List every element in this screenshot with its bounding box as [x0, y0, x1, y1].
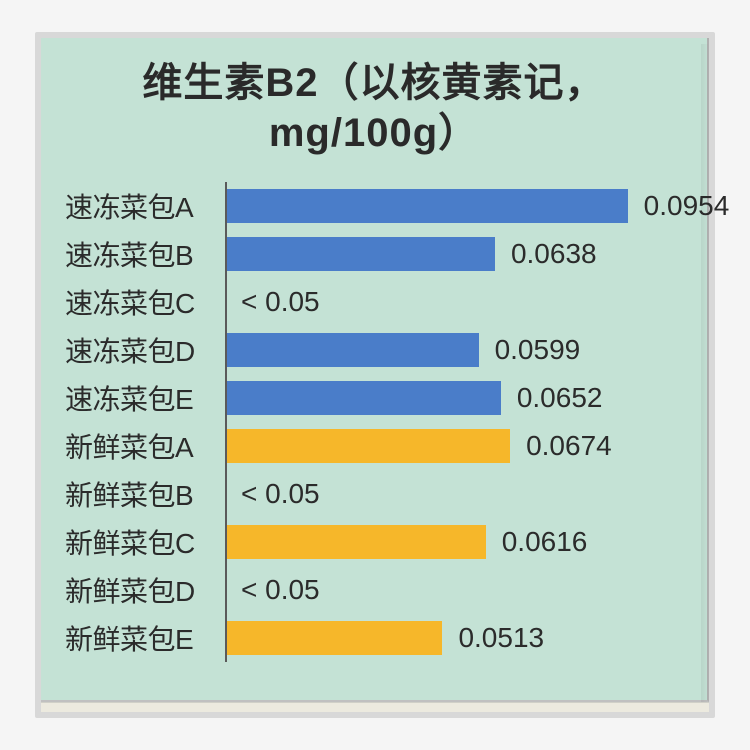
- category-label: 新鲜菜包C: [65, 522, 225, 562]
- bar-row: 速冻菜包B 0.0638: [65, 234, 683, 274]
- bar-zone: < 0.05: [225, 474, 683, 514]
- bar: [227, 189, 628, 223]
- category-label: 新鲜菜包E: [65, 618, 225, 658]
- chart-plot-area: 维生素B2（以核黄素记，mg/100g） 速冻菜包A0.0954 速冻菜包B 0.0…: [41, 38, 709, 702]
- y-axis-segment: [225, 566, 227, 614]
- value-label: 0.0674: [526, 430, 612, 462]
- bar: [227, 429, 510, 463]
- y-axis-segment: [225, 374, 227, 422]
- bar-row: 速冻菜包C < 0.05: [65, 282, 683, 322]
- bar-row: 新鲜菜包E 0.0513: [65, 618, 683, 658]
- bar-zone: 0.0599: [225, 330, 683, 370]
- value-label: < 0.05: [241, 574, 320, 606]
- category-label: 速冻菜包A: [65, 186, 225, 226]
- bar: [227, 381, 501, 415]
- y-axis-segment: [225, 230, 227, 278]
- y-axis-segment: [225, 518, 227, 566]
- bar-zone: 0.0954: [225, 186, 729, 226]
- bar: [227, 525, 486, 559]
- bar-rows-container: 速冻菜包A0.0954 速冻菜包B 0.0638 速冻菜包C < 0.05 速冻菜包D 0.…: [65, 186, 683, 658]
- bar: [227, 621, 442, 655]
- bar-zone: < 0.05: [225, 282, 683, 322]
- bar-zone: 0.0652: [225, 378, 683, 418]
- bar-zone: 0.0513: [225, 618, 683, 658]
- y-axis-segment: [225, 326, 227, 374]
- category-label: 新鲜菜包A: [65, 426, 225, 466]
- value-label: 0.0638: [511, 238, 597, 270]
- value-label: 0.0599: [495, 334, 581, 366]
- chart-frame: 维生素B2（以核黄素记，mg/100g） 速冻菜包A0.0954 速冻菜包B 0.0…: [35, 32, 715, 718]
- bar-row: 新鲜菜包C 0.0616: [65, 522, 683, 562]
- bar-zone: 0.0638: [225, 234, 683, 274]
- value-label: 0.0513: [458, 622, 544, 654]
- value-label: < 0.05: [241, 478, 320, 510]
- bar: [227, 237, 495, 271]
- y-axis-segment: [225, 278, 227, 326]
- value-label: 0.0616: [502, 526, 588, 558]
- category-label: 速冻菜包C: [65, 282, 225, 322]
- y-axis-segment: [225, 182, 227, 230]
- category-label: 速冻菜包B: [65, 234, 225, 274]
- chart-title: 维生素B2（以核黄素记，mg/100g）: [65, 58, 683, 158]
- bar-row: 新鲜菜包A 0.0674: [65, 426, 683, 466]
- category-label: 新鲜菜包D: [65, 570, 225, 610]
- y-axis-segment: [225, 422, 227, 470]
- bar: [227, 333, 479, 367]
- value-label: 0.0652: [517, 382, 603, 414]
- bar-row: 速冻菜包E 0.0652: [65, 378, 683, 418]
- bar-row: 速冻菜包D 0.0599: [65, 330, 683, 370]
- bar-zone: 0.0674: [225, 426, 683, 466]
- bar-row: 速冻菜包A0.0954: [65, 186, 683, 226]
- bar-row: 新鲜菜包B < 0.05: [65, 474, 683, 514]
- category-label: 速冻菜包E: [65, 378, 225, 418]
- category-label: 新鲜菜包B: [65, 474, 225, 514]
- bar-zone: 0.0616: [225, 522, 683, 562]
- bar-zone: < 0.05: [225, 570, 683, 610]
- y-axis-segment: [225, 614, 227, 662]
- value-label: < 0.05: [241, 286, 320, 318]
- category-label: 速冻菜包D: [65, 330, 225, 370]
- bar-row: 新鲜菜包D < 0.05: [65, 570, 683, 610]
- y-axis-segment: [225, 470, 227, 518]
- value-label: 0.0954: [644, 190, 730, 222]
- frame-bottom-edge: [41, 702, 709, 712]
